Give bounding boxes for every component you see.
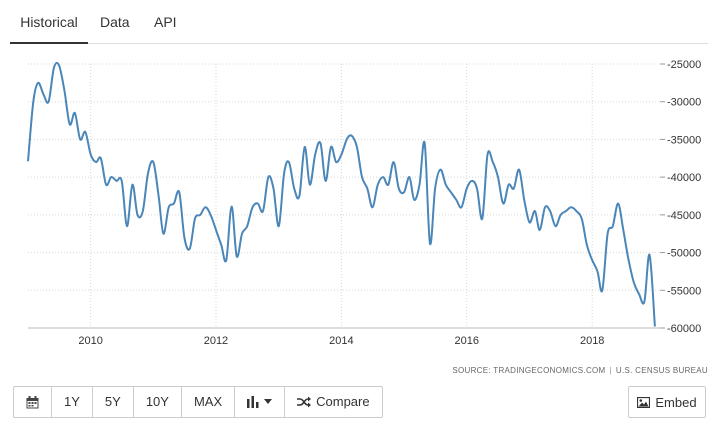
embed-label: Embed [655,394,697,410]
y-tick-label: -30000 [667,97,701,109]
calendar-button[interactable] [14,387,52,417]
y-tick-label: -40000 [667,172,701,184]
tab-historical[interactable]: Historical [10,0,88,44]
source-left: SOURCE: TRADINGECONOMICS.COM [452,366,606,375]
tab-bar: Historical Data API [10,0,708,44]
y-tick-label: -25000 [667,59,701,71]
line-chart: -25000 -30000 -35000 -40000 -45000 -50000 -550… [27,59,701,347]
x-tick-label: 2016 [454,335,478,347]
caret-down-icon [264,399,273,404]
image-icon [637,396,651,408]
embed-button[interactable]: Embed [628,386,706,418]
y-tick-label: -35000 [667,134,701,146]
x-tick-label: 2018 [580,335,604,347]
source-separator: | [609,366,612,375]
axes: -25000 -30000 -35000 -40000 -45000 -50000 -550… [28,59,701,347]
tab-api[interactable]: API [154,14,177,30]
shuffle-icon [297,396,312,408]
x-tick-label: 2010 [78,335,102,347]
y-tick-label: -50000 [667,248,701,260]
chart-type-button[interactable] [235,387,286,417]
bar-chart-icon [247,396,259,408]
compare-button[interactable]: Compare [285,387,381,417]
compare-label: Compare [316,394,370,409]
chart-area: -25000 -30000 -35000 -40000 -45000 -50000 -550… [10,44,708,380]
x-tick-label: 2014 [329,335,353,347]
calendar-icon [26,395,39,408]
y-tick-label: -60000 [667,323,701,335]
range-5y-button[interactable]: 5Y [93,387,134,417]
y-tick-label: -45000 [667,210,701,222]
range-toolbar: 1Y 5Y 10Y MAX Compare [13,386,383,418]
source-right: U.S. CENSUS BUREAU [615,366,708,375]
range-1y-button[interactable]: 1Y [52,387,93,417]
series-line [27,61,656,327]
range-max-button[interactable]: MAX [182,387,236,417]
source-note: SOURCE: TRADINGECONOMICS.COM | U.S. CENSUS… [452,366,708,375]
range-10y-button[interactable]: 10Y [134,387,182,417]
tab-data[interactable]: Data [100,14,130,30]
y-tick-label: -55000 [667,285,701,297]
x-tick-label: 2012 [204,335,228,347]
